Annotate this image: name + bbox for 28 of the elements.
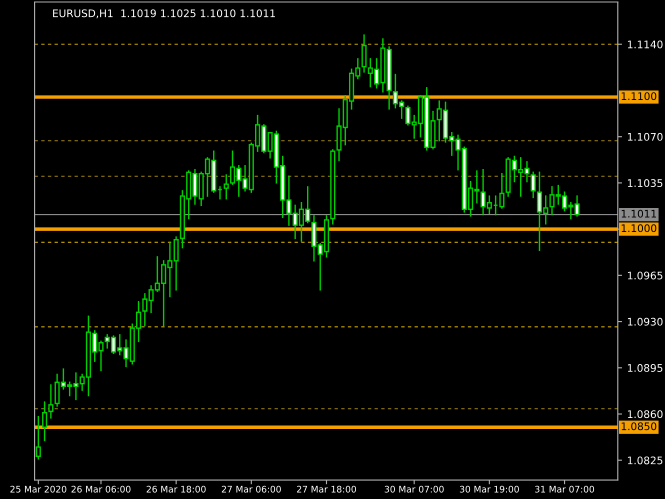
text: EURUSD,H1 1.1019 1.1025 1.1010 1.1011 [53,9,275,18]
x-tick-label: 27 Mar 18:00 [297,486,356,493]
y-tick-label: 1.0860 [628,410,663,418]
candlestick [36,416,41,460]
ref-line-label: 1.1011 [622,210,656,218]
y-tick-label: 1.0895 [628,364,662,372]
x-tick-label: 31 Mar 07:00 [535,486,594,493]
x-tick-label: 30 Mar 19:00 [460,486,519,493]
ref-line-label: 1.1100 [622,92,656,100]
candlestick [530,172,536,198]
x-tick-label: 30 Mar 07:00 [384,486,444,493]
y-tick-label: 1.1070 [628,132,663,141]
x-tick-label: 27 Mar 06:00 [222,486,281,493]
candlestick [42,401,48,442]
x-tick-label: 26 Mar 06:00 [72,486,131,493]
candlestick [499,172,504,209]
x-tick-label: 26 Mar 18:00 [146,486,206,493]
ref-line-label: 1.0850 [622,422,656,430]
y-tick-label: 1.0825 [628,456,662,464]
y-tick-label: 1.1035 [628,179,662,188]
x-tick-label: 25 Mar 2020 [10,486,66,493]
ref-line-label: 1.1000 [622,224,656,232]
y-tick-label: 1.0965 [628,272,662,280]
y-tick-label: 1.1140 [628,40,663,48]
candlestick [224,174,229,200]
candlestick [362,34,367,73]
y-tick-label: 1.0930 [628,318,663,326]
candlestick [48,384,54,419]
